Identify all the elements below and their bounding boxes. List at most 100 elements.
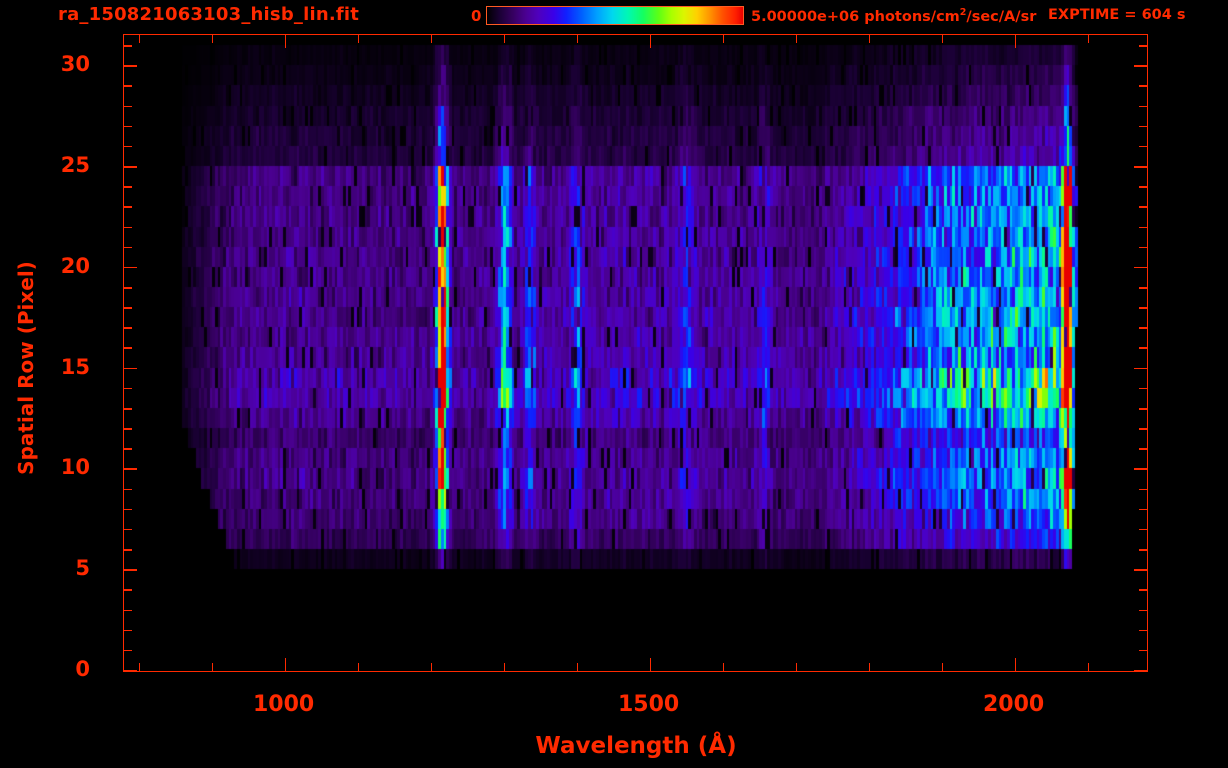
y-tick-minor bbox=[124, 609, 132, 612]
colorbar-max-value: 5.00000e+06 bbox=[751, 8, 860, 25]
y-tick-minor bbox=[124, 629, 132, 632]
x-tick-major bbox=[1014, 35, 1017, 48]
x-tick-minor bbox=[430, 35, 433, 43]
y-tick-major bbox=[124, 166, 137, 168]
y-tick-minor bbox=[124, 85, 132, 87]
y-tick-minor bbox=[1139, 629, 1147, 632]
x-tick-minor bbox=[211, 35, 214, 43]
y-tick-minor bbox=[124, 246, 132, 249]
y-tick-minor bbox=[1139, 246, 1147, 249]
x-tick-minor bbox=[503, 663, 506, 671]
x-tick-minor bbox=[503, 35, 506, 43]
x-tick-minor bbox=[722, 35, 725, 43]
x-tick-minor bbox=[357, 35, 360, 43]
y-tick-minor bbox=[124, 549, 132, 551]
y-tick-major bbox=[124, 65, 137, 67]
x-axis-tick-label: 1000 bbox=[252, 692, 315, 717]
y-axis-tick-label: 5 bbox=[75, 556, 90, 581]
colorbar-min-label: 0 bbox=[471, 7, 482, 25]
y-tick-minor bbox=[1139, 528, 1147, 531]
page-title: ra_150821063103_hisb_lin.fit bbox=[58, 4, 360, 25]
y-tick-minor bbox=[1139, 307, 1147, 309]
x-axis-title: Wavelength (Å) bbox=[535, 733, 737, 759]
y-tick-minor bbox=[1139, 45, 1147, 47]
y-tick-minor bbox=[1139, 125, 1147, 128]
y-axis-tick-label: 0 bbox=[75, 657, 90, 681]
y-tick-minor bbox=[124, 649, 132, 652]
x-tick-minor bbox=[795, 35, 798, 43]
x-tick-minor bbox=[868, 663, 871, 671]
y-tick-minor bbox=[124, 407, 132, 410]
y-axis-tick-label: 10 bbox=[60, 455, 90, 480]
y-tick-major bbox=[124, 266, 137, 269]
x-tick-major bbox=[649, 658, 652, 671]
y-tick-major bbox=[1134, 569, 1147, 571]
y-tick-major bbox=[124, 569, 137, 571]
y-tick-minor bbox=[124, 307, 132, 309]
colorbar-units-post: /sec/A/sr bbox=[966, 8, 1037, 25]
x-tick-minor bbox=[576, 35, 579, 43]
x-tick-minor bbox=[1087, 35, 1090, 43]
colorbar-max-label: 5.00000e+06 photons/cm2/sec/A/sr bbox=[751, 7, 1036, 25]
y-tick-minor bbox=[124, 387, 132, 390]
plot-frame bbox=[123, 34, 1148, 672]
y-tick-major bbox=[1134, 166, 1147, 168]
x-axis-tick-label: 2000 bbox=[982, 692, 1045, 717]
x-tick-minor bbox=[1087, 663, 1090, 671]
x-tick-major bbox=[284, 658, 287, 671]
y-tick-major bbox=[1134, 670, 1147, 671]
y-axis-title: Spatial Row (Pixel) bbox=[14, 261, 38, 475]
x-tick-major bbox=[1014, 658, 1017, 671]
y-tick-minor bbox=[1139, 428, 1147, 430]
y-tick-minor bbox=[124, 428, 132, 430]
y-tick-major bbox=[1134, 367, 1147, 370]
y-tick-minor bbox=[1139, 407, 1147, 410]
y-tick-minor bbox=[124, 206, 132, 208]
y-tick-minor bbox=[1139, 327, 1147, 329]
exptime-label: EXPTIME = 604 s bbox=[1048, 7, 1186, 23]
y-tick-minor bbox=[124, 105, 132, 108]
x-tick-minor bbox=[941, 663, 944, 671]
y-tick-minor bbox=[124, 508, 132, 511]
x-tick-minor bbox=[138, 35, 141, 43]
x-tick-minor bbox=[357, 663, 360, 671]
y-tick-minor bbox=[1139, 226, 1147, 229]
x-tick-major bbox=[284, 35, 287, 48]
spectrogram-image bbox=[124, 35, 1146, 670]
y-tick-minor bbox=[1139, 206, 1147, 208]
y-tick-minor bbox=[1139, 347, 1147, 350]
y-tick-minor bbox=[1139, 448, 1147, 450]
x-tick-minor bbox=[722, 663, 725, 671]
y-tick-minor bbox=[1139, 286, 1147, 289]
y-tick-minor bbox=[1139, 145, 1147, 148]
y-tick-minor bbox=[1139, 488, 1147, 491]
colorbar-units-exponent: 2 bbox=[959, 7, 967, 18]
y-tick-minor bbox=[124, 448, 132, 450]
colorbar-units-pre: photons/cm bbox=[859, 8, 960, 25]
y-axis-tick-label: 25 bbox=[60, 153, 90, 178]
y-tick-major bbox=[1134, 266, 1147, 269]
y-axis-tick-label: 20 bbox=[60, 253, 90, 278]
y-tick-minor bbox=[124, 528, 132, 531]
x-tick-minor bbox=[430, 663, 433, 671]
y-tick-minor bbox=[1139, 186, 1147, 188]
x-tick-minor bbox=[211, 663, 214, 671]
y-axis-tick-label: 30 bbox=[60, 52, 90, 77]
y-tick-major bbox=[124, 367, 137, 370]
x-tick-minor bbox=[795, 663, 798, 671]
y-tick-major bbox=[1134, 65, 1147, 67]
x-tick-minor bbox=[868, 35, 871, 43]
y-tick-minor bbox=[124, 125, 132, 128]
y-tick-major bbox=[124, 468, 137, 470]
y-tick-minor bbox=[1139, 609, 1147, 612]
y-tick-minor bbox=[1139, 387, 1147, 390]
y-tick-minor bbox=[1139, 85, 1147, 87]
colorbar bbox=[486, 6, 744, 25]
y-tick-major bbox=[1134, 468, 1147, 470]
y-tick-minor bbox=[1139, 589, 1147, 591]
y-tick-minor bbox=[1139, 549, 1147, 551]
y-tick-minor bbox=[124, 327, 132, 329]
y-axis-tick-label: 15 bbox=[60, 354, 90, 379]
x-tick-minor bbox=[138, 663, 141, 671]
